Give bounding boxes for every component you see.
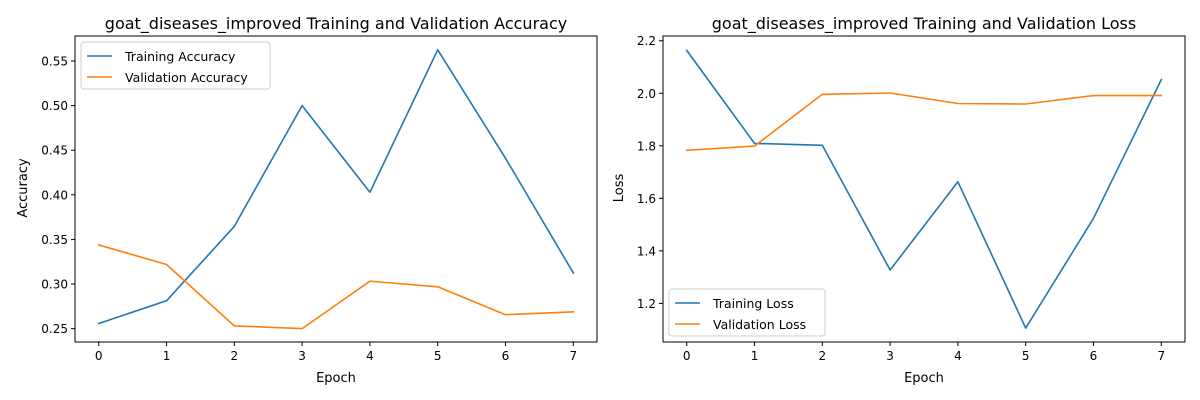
series-line-validation-loss <box>685 92 1163 152</box>
accuracy-chart-title: goat_diseases_improved Training and Vali… <box>105 14 567 34</box>
loss-x-tick-label: 7 <box>1157 349 1165 363</box>
accuracy-y-tick-label: 0.25 <box>41 322 68 336</box>
legend-label-training-accuracy: Training Accuracy <box>124 49 236 64</box>
loss-x-tick-label: 2 <box>818 349 826 363</box>
series-line-validation-accuracy <box>97 243 575 330</box>
loss-x-tick-label: 0 <box>683 349 691 363</box>
accuracy-x-tick-label: 7 <box>569 349 577 363</box>
loss-series-lines <box>685 49 1163 329</box>
accuracy-y-tick-label: 0.55 <box>41 54 68 68</box>
accuracy-y-tick-label: 0.35 <box>41 233 68 247</box>
loss-legend: Training Loss Validation Loss <box>668 288 826 337</box>
loss-y-tick-label: 2.0 <box>637 87 656 101</box>
loss-y-tick-label: 1.8 <box>637 139 656 153</box>
accuracy-plot-frame <box>74 35 598 343</box>
accuracy-x-tick-label: 4 <box>366 349 374 363</box>
legend-label-training-loss: Training Loss <box>712 296 794 311</box>
accuracy-x-ticks: 0 1 2 3 4 5 6 7 <box>95 342 577 363</box>
accuracy-x-tick-label: 5 <box>434 349 442 363</box>
loss-y-tick-label: 2.2 <box>637 34 656 48</box>
loss-y-axis-label: Loss <box>612 174 627 203</box>
legend-label-validation-loss: Validation Loss <box>713 317 806 332</box>
accuracy-y-ticks: 0.25 0.30 0.35 0.40 0.45 0.50 0.55 <box>41 54 75 336</box>
accuracy-y-tick-label: 0.45 <box>41 144 68 158</box>
loss-y-ticks: 1.2 1.4 1.6 1.8 2.0 2.2 <box>637 34 663 311</box>
loss-x-axis-label: Epoch <box>904 371 944 386</box>
loss-x-tick-label: 4 <box>954 349 962 363</box>
accuracy-x-tick-label: 1 <box>163 349 171 363</box>
accuracy-y-tick-label: 0.30 <box>41 278 68 292</box>
accuracy-legend: Training Accuracy Validation Accuracy <box>80 41 271 90</box>
series-line-training-accuracy <box>97 48 575 325</box>
accuracy-y-axis-label: Accuracy <box>16 158 31 218</box>
accuracy-x-tick-label: 3 <box>298 349 306 363</box>
accuracy-x-tick-label: 2 <box>230 349 238 363</box>
accuracy-x-tick-label: 6 <box>502 349 510 363</box>
accuracy-y-tick-label: 0.40 <box>41 188 68 202</box>
accuracy-legend-box <box>80 41 271 90</box>
loss-x-tick-label: 5 <box>1022 349 1030 363</box>
loss-chart: goat_diseases_improved Training and Vali… <box>612 14 1186 386</box>
loss-x-tick-label: 1 <box>751 349 759 363</box>
accuracy-chart: goat_diseases_improved Training and Vali… <box>16 14 598 386</box>
loss-y-tick-label: 1.2 <box>637 297 656 311</box>
accuracy-y-tick-label: 0.50 <box>41 99 68 113</box>
legend-label-validation-accuracy: Validation Accuracy <box>125 70 248 85</box>
loss-x-tick-label: 3 <box>886 349 894 363</box>
loss-x-tick-label: 6 <box>1090 349 1098 363</box>
loss-y-tick-label: 1.6 <box>637 192 656 206</box>
accuracy-series-lines <box>97 48 575 330</box>
accuracy-x-axis-label: Epoch <box>316 371 356 386</box>
loss-y-tick-label: 1.4 <box>637 244 656 258</box>
loss-legend-box <box>668 288 826 337</box>
loss-x-ticks: 0 1 2 3 4 5 6 7 <box>683 342 1165 363</box>
series-line-training-loss <box>685 49 1163 329</box>
loss-chart-title: goat_diseases_improved Training and Vali… <box>712 14 1136 34</box>
loss-plot-frame <box>662 35 1186 343</box>
accuracy-x-tick-label: 0 <box>95 349 103 363</box>
